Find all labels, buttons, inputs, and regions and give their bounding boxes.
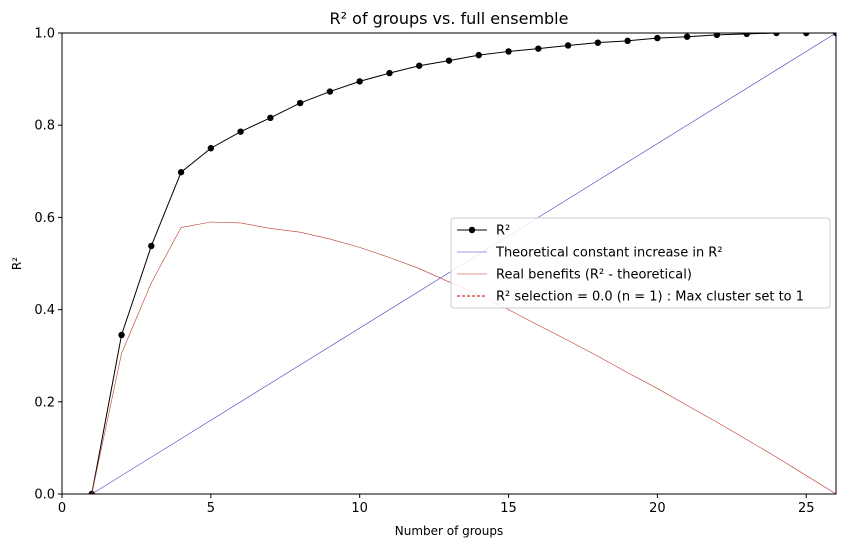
y-axis-label: R² xyxy=(10,257,24,270)
plot-frame xyxy=(61,32,837,495)
data-point xyxy=(207,145,215,152)
data-point xyxy=(326,88,334,95)
data-point xyxy=(505,48,512,55)
x-tick-label: 10 xyxy=(351,501,368,516)
data-point xyxy=(773,33,780,37)
y-tick-label: 0.4 xyxy=(34,303,55,318)
data-point xyxy=(267,114,274,122)
x-tick-label: 0 xyxy=(58,501,66,516)
data-point xyxy=(296,99,304,107)
x-tick-label: 20 xyxy=(649,501,666,516)
x-tick-label: 5 xyxy=(207,501,215,516)
series-line-0 xyxy=(91,33,836,494)
legend-label: Real benefits (R² - theoretical) xyxy=(496,268,692,283)
data-point xyxy=(148,242,155,250)
legend-label: R² selection = 0.0 (n = 1) : Max cluster… xyxy=(496,290,804,305)
y-tick-label: 0.2 xyxy=(34,395,55,410)
data-point xyxy=(713,33,721,39)
y-tick-label: 1.0 xyxy=(34,27,55,42)
data-point xyxy=(416,62,423,69)
data-point xyxy=(475,51,482,59)
x-axis: 0 5 10 15 20 25 xyxy=(58,494,815,516)
data-point xyxy=(237,128,244,135)
data-point xyxy=(624,37,631,45)
data-point xyxy=(654,34,661,42)
data-point xyxy=(386,69,393,77)
data-point xyxy=(564,42,572,49)
data-point xyxy=(594,39,602,46)
y-tick-label: 0.0 xyxy=(34,488,55,503)
legend-box xyxy=(450,217,831,309)
legend-marker xyxy=(468,226,476,234)
data-point xyxy=(743,33,750,38)
data-point xyxy=(118,331,125,339)
data-point xyxy=(445,57,453,64)
x-tick-label: 25 xyxy=(798,501,815,516)
legend-label: R² xyxy=(496,224,510,239)
legend-label: Theoretical constant increase in R² xyxy=(495,246,723,261)
x-tick-label: 15 xyxy=(500,501,517,516)
chart-title: R² of groups vs. full ensemble xyxy=(330,9,569,28)
y-axis: 0.0 0.2 0.4 0.6 0.8 1.0 xyxy=(34,27,62,503)
y-tick-label: 0.8 xyxy=(34,119,55,134)
data-point xyxy=(803,33,810,37)
x-axis-label: Number of groups xyxy=(395,524,504,538)
data-point xyxy=(683,33,691,40)
data-point xyxy=(535,45,542,52)
y-tick-label: 0.6 xyxy=(34,211,55,226)
legend: R² Theoretical constant increase in R² Rea… xyxy=(450,217,831,309)
data-point xyxy=(356,78,363,85)
data-point xyxy=(177,169,185,176)
